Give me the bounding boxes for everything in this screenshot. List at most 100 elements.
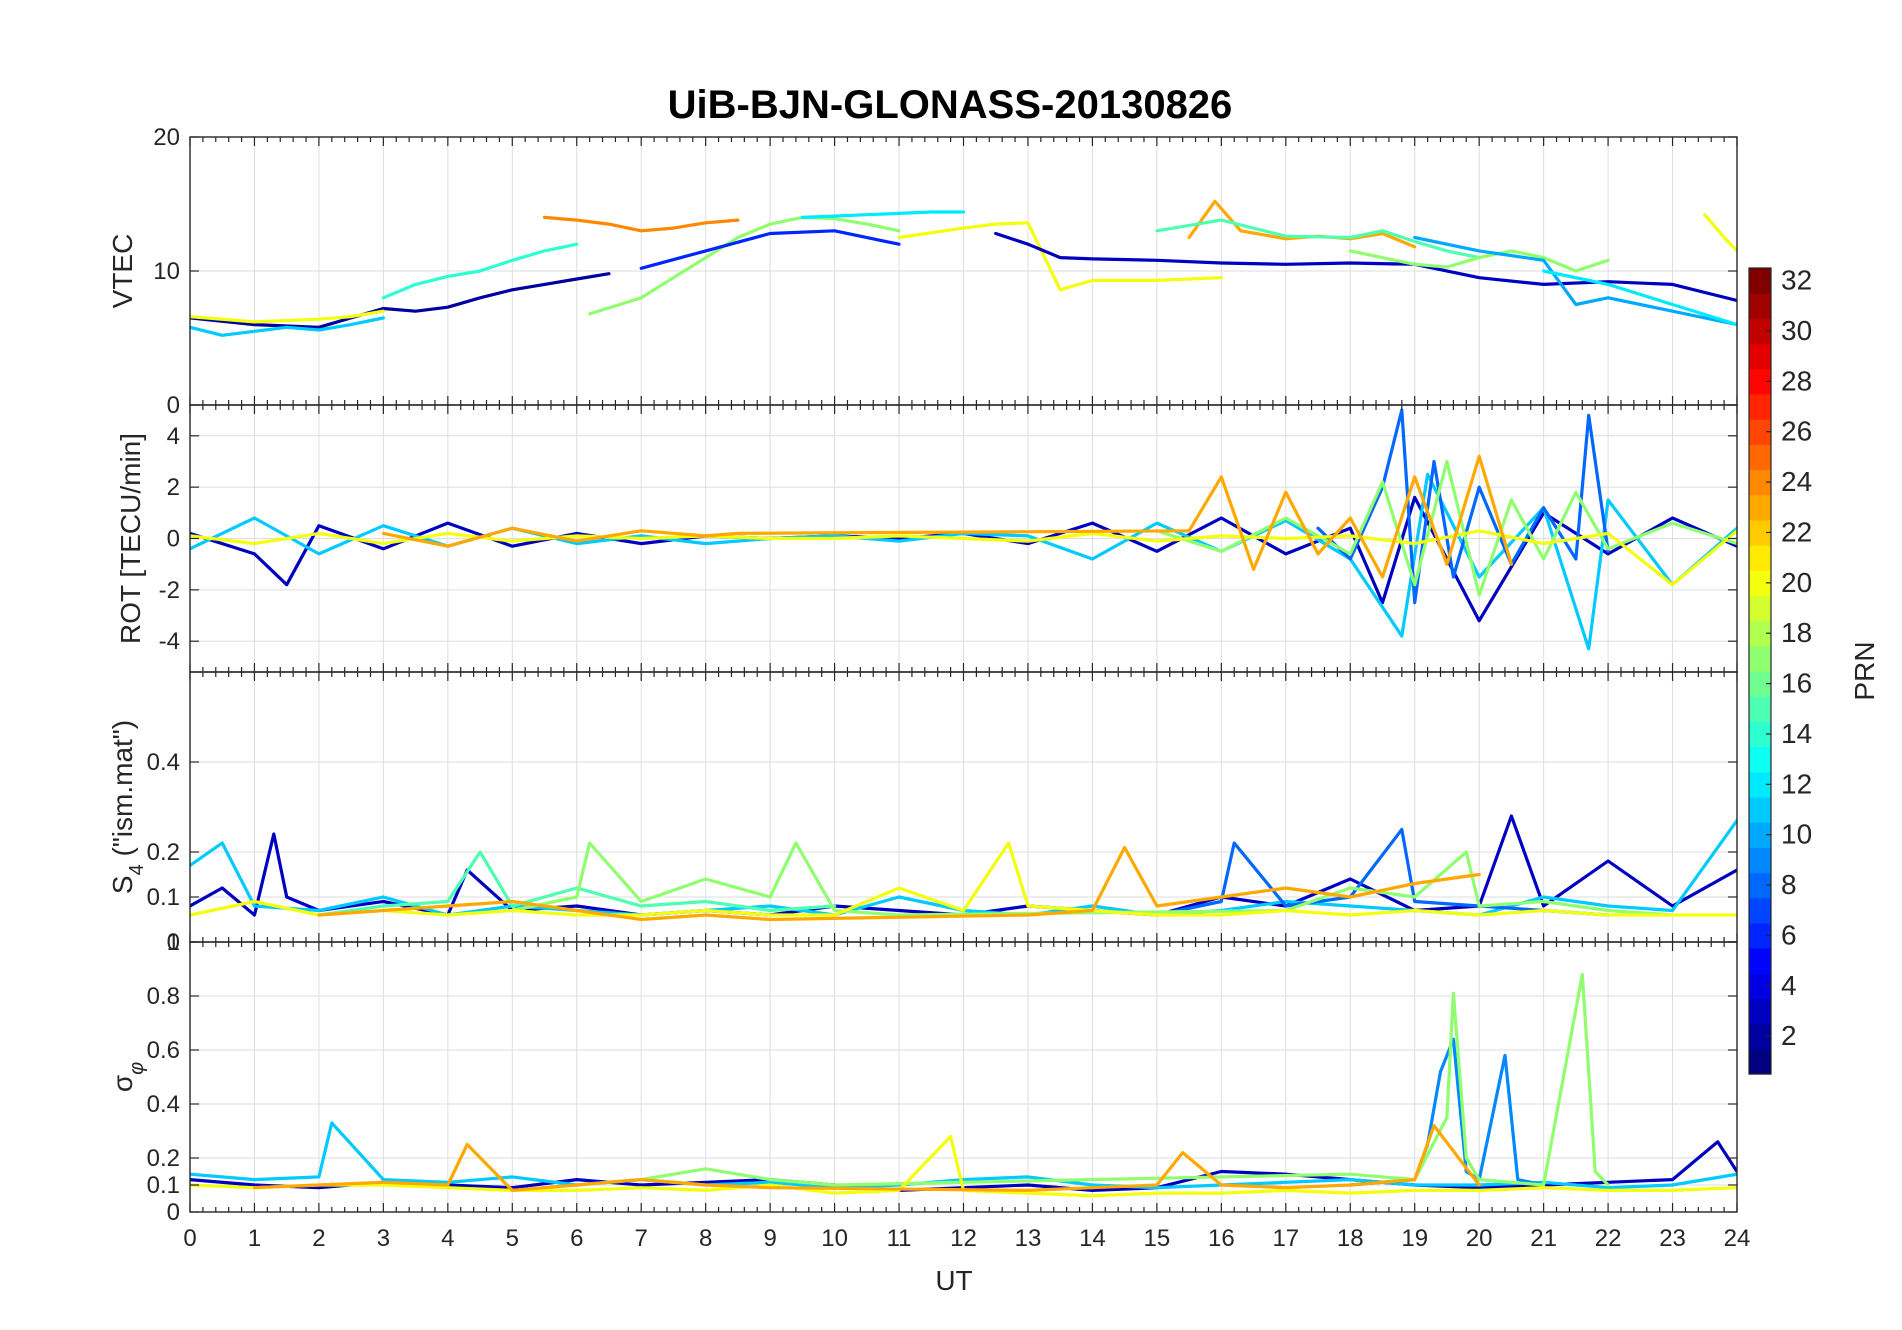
colorbar-tick-label: 26 xyxy=(1781,416,1812,447)
y-tick-label: 1 xyxy=(167,929,180,956)
y-tick-label: -4 xyxy=(159,628,180,655)
colorbar-swatch xyxy=(1749,671,1771,697)
colorbar-swatch xyxy=(1749,494,1771,521)
y-tick-label: 10 xyxy=(153,258,180,285)
series-line-sigma_phi-prn23 xyxy=(252,1124,1481,1192)
series-line-s4-prn20 xyxy=(190,841,1737,917)
colorbar-swatch xyxy=(1749,368,1771,395)
x-tick-labels: 0 1 2 3 4 5 6 7 8 9 10 11 12 13 14 15 16 17 18 19 20 21 22 23 24 xyxy=(183,1225,1750,1252)
series-line-sigma_phi-prn17 xyxy=(639,972,1610,1187)
x-axis-label: UT xyxy=(935,1265,972,1296)
series-line-s4-prn23 xyxy=(317,845,1481,922)
x-tick-label: 13 xyxy=(1015,1225,1042,1252)
colorbar-swatch xyxy=(1749,998,1771,1025)
colorbar-swatch xyxy=(1749,343,1771,370)
colorbar-tick-label: 6 xyxy=(1781,919,1797,950)
y-tick-label: 0.8 xyxy=(147,983,180,1010)
colorbar-swatch xyxy=(1749,620,1771,647)
series-line-vtec-prn20 xyxy=(190,309,385,324)
x-tick-label: 19 xyxy=(1401,1225,1428,1252)
series-line-rot-prn17 xyxy=(1155,459,1737,597)
x-tick-label: 17 xyxy=(1272,1225,1299,1252)
colorbar-tick-label: 8 xyxy=(1781,869,1797,900)
colorbar-swatch xyxy=(1749,922,1771,949)
y-axis-label-s4: S4 ("ism.mat") xyxy=(107,720,148,894)
chart-title: UiB-BJN-GLONASS-20130826 xyxy=(668,83,1233,127)
colorbar-tick-label: 28 xyxy=(1781,365,1812,396)
y-tick-label: 0 xyxy=(167,1199,180,1226)
series-line-vtec-prn6 xyxy=(639,229,901,270)
colorbar-tick-label: 24 xyxy=(1781,466,1812,497)
series-group-rot xyxy=(190,408,1737,651)
series-line-vtec-prn17 xyxy=(588,215,901,316)
y-tick-label: 0.4 xyxy=(147,1091,180,1118)
y-axis-label-vtec: VTEC xyxy=(107,234,138,309)
colorbar-swatch xyxy=(1749,696,1771,722)
colorbar-swatch xyxy=(1749,948,1771,974)
x-tick-label: 6 xyxy=(570,1225,583,1252)
colorbar-frame xyxy=(1748,267,1772,1075)
colorbar-tick-label: 16 xyxy=(1781,668,1812,699)
x-tick-label: 18 xyxy=(1337,1225,1364,1252)
colorbar-swatch xyxy=(1749,519,1771,546)
x-tick-label: 24 xyxy=(1724,1225,1751,1252)
x-tick-label: 21 xyxy=(1530,1225,1557,1252)
x-tick-label: 0 xyxy=(183,1225,196,1252)
y-axis-label-sigma_phi: σφ xyxy=(107,1062,148,1092)
series-line-vtec-prn15 xyxy=(1155,218,1481,260)
x-tick-label: 11 xyxy=(887,1225,912,1252)
x-tick-label: 7 xyxy=(635,1225,648,1252)
x-tick-label: 9 xyxy=(763,1225,776,1252)
series-line-rot-prn23 xyxy=(381,454,1513,579)
y-tick-label: 0.1 xyxy=(147,1172,180,1199)
series-line-s4-prn3 xyxy=(190,814,1737,917)
x-tick-label: 5 xyxy=(506,1225,519,1252)
series-line-s4-prn15 xyxy=(317,850,837,917)
y-tick-label: 0.2 xyxy=(147,1145,180,1172)
x-tick-label: 15 xyxy=(1144,1225,1171,1252)
colorbar-tick-label: 12 xyxy=(1781,768,1812,799)
series-line-vtec-prn2 xyxy=(190,272,611,329)
colorbar-tick-label: 14 xyxy=(1781,718,1812,749)
series-line-vtec-prn14 xyxy=(381,242,579,300)
series-line-vtec-prn24 xyxy=(542,215,740,233)
series-group-s4 xyxy=(190,814,1737,922)
x-tick-label: 1 xyxy=(248,1225,261,1252)
colorbar-swatch xyxy=(1749,419,1771,445)
colorbar-swatch xyxy=(1749,822,1771,848)
ticks-vtec xyxy=(189,136,1738,406)
x-tick-label: 4 xyxy=(441,1225,454,1252)
series-line-vtec-prn12 xyxy=(800,210,966,219)
colorbar-tick-label: 10 xyxy=(1781,819,1812,850)
colorbar-swatch xyxy=(1749,545,1771,571)
colorbar-swatch xyxy=(1749,746,1771,773)
series-line-vtec-prn10 xyxy=(1413,235,1737,327)
colorbar-swatch xyxy=(1749,645,1771,672)
colorbar-swatch xyxy=(1749,796,1771,823)
colorbar-swatch xyxy=(1749,393,1771,420)
y-tick-label: 0.1 xyxy=(147,884,180,911)
colorbar-swatch xyxy=(1749,721,1771,748)
x-tick-label: 2 xyxy=(312,1225,325,1252)
series-line-vtec-prn20 xyxy=(897,221,1223,292)
series-line-s4-prn17 xyxy=(510,841,1675,917)
series-line-vtec-prn12 xyxy=(1542,269,1737,327)
colorbar-tick-label: 22 xyxy=(1781,516,1812,547)
colorbar-swatch xyxy=(1749,595,1771,622)
y-tick-label: 0.6 xyxy=(147,1037,180,1064)
y-tick-label: 0 xyxy=(167,929,180,956)
y-tick-label: 20 xyxy=(153,124,180,151)
y-tick-label: -2 xyxy=(159,577,180,604)
colorbar-swatch xyxy=(1749,771,1771,798)
colorbar-tick-label: 4 xyxy=(1781,970,1797,1001)
ticks-sigma_phi xyxy=(189,941,1738,1213)
colorbar-swatch xyxy=(1749,318,1771,345)
y-tick-label: 0 xyxy=(167,526,180,553)
colorbar-swatch xyxy=(1749,897,1771,924)
colorbar-swatch xyxy=(1749,444,1771,471)
y-tick-label: 4 xyxy=(167,423,180,450)
series-line-vtec-prn11 xyxy=(190,316,385,337)
